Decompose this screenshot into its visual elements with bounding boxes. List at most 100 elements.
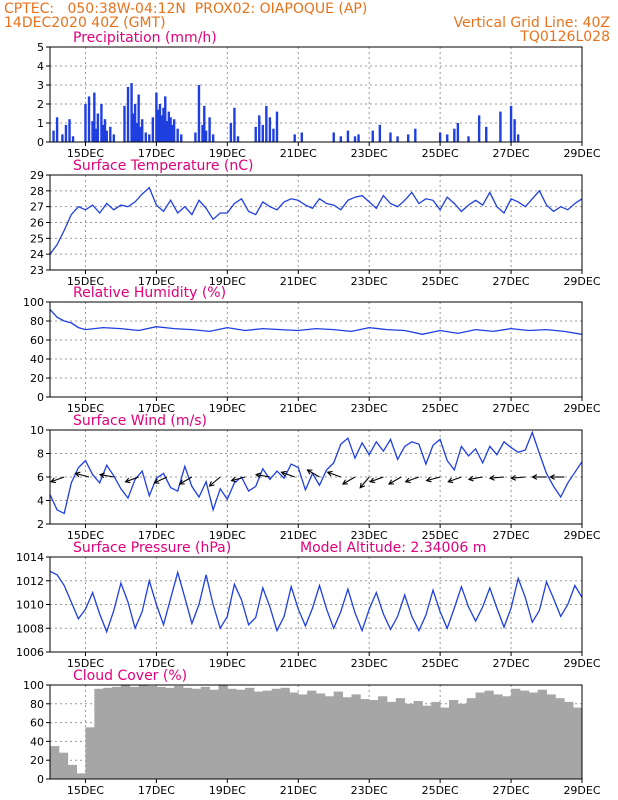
precipitation-bar	[357, 134, 360, 142]
precipitation-bar	[201, 124, 204, 142]
cloud-cover-bar	[200, 686, 210, 779]
precipitation-bar	[446, 134, 449, 142]
surface-wind-ytick-label: 6	[37, 471, 44, 484]
precipitation-bar	[144, 132, 147, 142]
precipitation-bar	[84, 104, 87, 142]
surface-wind-line	[49, 430, 583, 515]
surface-wind-xtick-label: 23DEC	[351, 529, 388, 542]
precipitation-bar	[55, 117, 59, 142]
precipitation-bar	[254, 126, 257, 142]
wind-vector-head	[326, 470, 333, 477]
surface-wind-ytick-label: 4	[37, 495, 44, 508]
cloud-cover-ytick-label: 20	[30, 754, 44, 767]
header-station: PROX02: OIAPOQUE (AP)	[194, 1, 368, 17]
cloud-cover-bar	[369, 700, 379, 779]
surface-temperature-xtick-label: 15DEC	[67, 275, 104, 288]
relative-humidity-xtick-label: 17DEC	[138, 402, 175, 415]
surface-pressure-annotation: Model Altitude: 2.34006 m	[300, 540, 486, 556]
cloud-cover-bar	[573, 707, 583, 779]
surface-pressure-xtick-label: 17DEC	[138, 657, 175, 670]
wind-vector-head	[280, 470, 287, 477]
precipitation-bar	[467, 136, 470, 142]
precipitation-xtick-label: 15DEC	[67, 147, 104, 160]
cloud-cover-xtick-label: 17DEC	[138, 784, 175, 797]
surface-wind-ytick-label: 2	[37, 518, 44, 531]
precipitation-ytick-label: 0	[37, 136, 44, 149]
precipitation-bar	[132, 113, 135, 142]
cloud-cover-bar	[351, 694, 361, 779]
cloud-cover-ytick-label: 100	[23, 679, 44, 692]
precipitation-bar	[211, 134, 215, 142]
wind-vector	[307, 469, 320, 478]
precipitation-ytick-label: 4	[37, 60, 44, 73]
cloud-cover-bar	[112, 686, 122, 779]
wind-vector-head	[388, 479, 395, 485]
precipitation-bar	[100, 104, 103, 142]
cloud-cover-bar	[333, 691, 343, 779]
cloud-cover-bar	[271, 688, 281, 779]
cloud-cover-bar	[413, 700, 423, 779]
precipitation-bar	[389, 132, 392, 142]
wind-vector-head	[230, 476, 237, 483]
wind-vector-head	[404, 477, 411, 484]
wind-vector-head	[74, 471, 81, 478]
surface-temperature-xtick-label: 21DEC	[280, 275, 317, 288]
cloud-cover-bar	[298, 694, 308, 779]
surface-pressure-ytick-label: 1008	[16, 622, 44, 635]
precipitation-bar	[105, 130, 108, 142]
wind-vector	[75, 472, 90, 478]
surface-temperature-panel: Surface Temperature (nC) 23 24 25 26 27 28 29 15…	[30, 158, 601, 288]
cloud-cover-xtick-label: 27DEC	[493, 784, 530, 797]
wind-vector	[342, 476, 356, 485]
surface-wind-panel: Surface Wind (m/s) 2 4 6 8 10 15DEC 17DEC 19DEC 2…	[30, 413, 601, 542]
wind-vector-head	[178, 479, 185, 485]
precipitation-bar	[64, 124, 68, 142]
wind-vector-head	[254, 472, 262, 479]
precipitation-bar	[126, 86, 130, 142]
wind-vector-head	[425, 476, 432, 483]
cloud-cover-xtick-label: 21DEC	[280, 784, 317, 797]
surface-temperature-title: Surface Temperature (nC)	[73, 158, 254, 174]
cloud-cover-bar	[280, 687, 290, 779]
cloud-cover-bar	[120, 685, 131, 779]
relative-humidity-panel: Relative Humidity (%) 0 20 40 60 80 100 15DEC 17…	[23, 285, 601, 415]
cloud-cover-bar	[519, 690, 530, 779]
precipitation-bar	[300, 132, 304, 142]
relative-humidity-xtick-label: 21DEC	[280, 402, 317, 415]
precipitation-bar	[135, 123, 139, 142]
surface-temperature-ytick-label: 28	[30, 185, 44, 198]
precipitation-bar	[162, 107, 165, 142]
cloud-cover-bar	[404, 703, 414, 779]
surface-wind-xtick-label: 15DEC	[67, 529, 104, 542]
cloud-cover-bar	[245, 687, 255, 779]
precipitation-bar	[208, 117, 211, 142]
cloud-cover-ytick-label: 40	[30, 735, 44, 748]
precipitation-bar	[96, 113, 100, 142]
precipitation-xtick-label: 23DEC	[351, 147, 388, 160]
surface-pressure-ytick-label: 1014	[16, 551, 44, 564]
cloud-cover-bar	[174, 685, 184, 779]
precipitation-bar	[158, 104, 162, 142]
precipitation-bar	[197, 85, 201, 142]
cloud-cover-bar	[555, 698, 565, 779]
surface-pressure-xtick-label: 27DEC	[493, 657, 530, 670]
surface-temperature-xtick-label: 29DEC	[563, 275, 600, 288]
cloud-cover-bar	[58, 752, 69, 779]
precipitation-bar	[236, 136, 240, 142]
cloud-cover-bar	[457, 703, 468, 779]
surface-wind-ytick-label: 10	[30, 424, 44, 437]
precipitation-bar	[378, 124, 382, 142]
relative-humidity-xtick-label: 19DEC	[209, 402, 246, 415]
surface-temperature-frame	[49, 174, 583, 271]
surface-temperature-ytick-label: 25	[30, 232, 44, 245]
surface-temperature-xtick-label: 23DEC	[351, 275, 388, 288]
precipitation-bar	[176, 128, 179, 142]
cloud-cover-xtick-label: 29DEC	[563, 784, 600, 797]
precipitation-xtick-label: 29DEC	[563, 147, 600, 160]
relative-humidity-ytick-label: 0	[37, 391, 44, 404]
cloud-cover-bar	[537, 689, 547, 779]
relative-humidity-xtick-label: 15DEC	[67, 402, 104, 415]
wind-vector-head	[124, 477, 131, 484]
cloud-cover-bar	[360, 699, 370, 779]
cloud-cover-xtick-label: 23DEC	[351, 784, 388, 797]
